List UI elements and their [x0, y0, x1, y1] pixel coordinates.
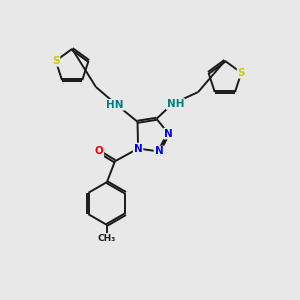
- Text: N: N: [134, 143, 142, 154]
- Text: O: O: [94, 146, 103, 157]
- Text: NH: NH: [167, 99, 184, 109]
- Text: CH₃: CH₃: [98, 234, 116, 243]
- Text: S: S: [52, 56, 59, 66]
- Text: HN: HN: [106, 100, 124, 110]
- Text: S: S: [238, 68, 245, 78]
- Text: N: N: [164, 129, 173, 139]
- Text: N: N: [154, 146, 163, 157]
